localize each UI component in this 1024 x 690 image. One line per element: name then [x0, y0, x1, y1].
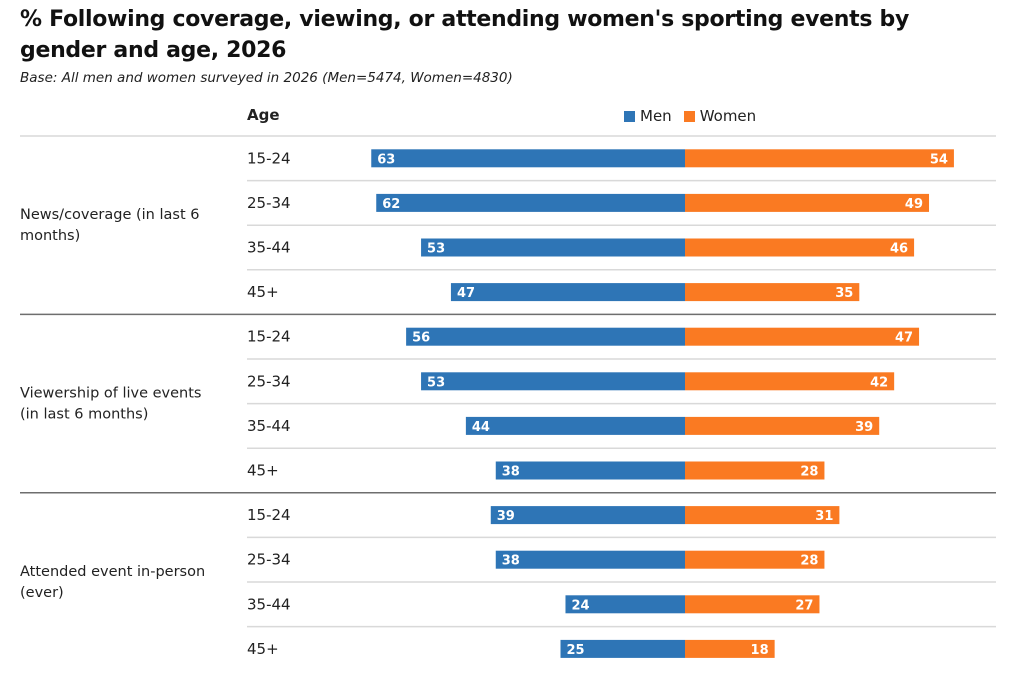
bar-women	[685, 327, 920, 346]
bar-men	[465, 416, 685, 435]
data-label-women: 46	[890, 242, 908, 257]
age-tick-label: 15-24	[247, 149, 291, 167]
age-column-header: Age	[247, 106, 280, 124]
bar-women	[685, 416, 880, 435]
data-label-women: 31	[815, 509, 833, 524]
legend: Men Women	[624, 107, 768, 125]
bar-women	[685, 639, 775, 658]
age-tick-label: 25-34	[247, 551, 291, 569]
chart-subtitle: Base: All men and women surveyed in 2026…	[20, 70, 513, 86]
bar-men	[421, 238, 685, 257]
bar-women	[685, 506, 840, 525]
bar-men	[406, 327, 685, 346]
data-label-women: 54	[930, 152, 948, 167]
data-label-men: 38	[502, 554, 520, 569]
age-tick-label: 15-24	[247, 506, 291, 524]
group-label-line: (in last 6 months)	[20, 407, 148, 423]
data-label-women: 47	[895, 331, 913, 346]
legend-swatch-men	[624, 110, 635, 122]
age-tick-label: 45+	[247, 640, 279, 658]
data-label-men: 44	[472, 420, 490, 435]
group-label-line: months)	[20, 228, 80, 244]
group-label-line: Viewership of live events	[20, 386, 201, 402]
chart-title: % Following coverage, viewing, or attend…	[20, 7, 909, 63]
bar-women	[685, 193, 930, 212]
group-label: News/coverage (in last 6 months)	[20, 207, 199, 244]
data-label-men: 63	[377, 152, 395, 167]
bar-men	[376, 193, 685, 212]
age-tick-label: 45+	[247, 462, 279, 480]
data-label-men: 39	[497, 509, 515, 524]
group-label-line: Attended event in-person	[20, 564, 205, 580]
bar-men	[560, 639, 685, 658]
bar-men	[371, 149, 685, 168]
data-label-men: 53	[427, 375, 445, 390]
data-label-men: 62	[382, 197, 400, 212]
bar-women	[685, 550, 825, 569]
age-tick-label: 15-24	[247, 328, 291, 346]
data-label-men: 25	[567, 643, 585, 658]
data-label-men: 53	[427, 242, 445, 257]
bar-women	[685, 283, 860, 302]
data-label-women: 28	[800, 465, 818, 480]
bar-women	[685, 149, 954, 168]
legend-swatch-women	[683, 110, 695, 122]
data-label-men: 38	[502, 465, 520, 480]
data-label-women: 35	[835, 286, 853, 301]
legend-label-women: Women	[699, 107, 757, 125]
group-label-line: (ever)	[20, 585, 64, 601]
age-tick-label: 35-44	[247, 417, 291, 435]
bar-men	[450, 283, 685, 302]
data-label-women: 27	[795, 598, 813, 613]
age-tick-label: 45+	[247, 283, 279, 301]
bar-women	[685, 372, 895, 391]
bar-men	[565, 595, 685, 614]
bar-women	[685, 461, 825, 480]
data-label-men: 47	[457, 286, 475, 301]
data-label-men: 56	[412, 331, 430, 346]
bar-men	[490, 506, 685, 525]
group-label: Attended event in-person (ever)	[20, 564, 205, 601]
legend-item-men: Men	[624, 107, 672, 125]
data-label-women: 18	[751, 643, 769, 658]
group-label-line: News/coverage (in last 6	[20, 207, 199, 223]
data-label-women: 28	[800, 554, 818, 569]
legend-item-women: Women	[683, 107, 757, 125]
bar-women	[685, 238, 915, 257]
bar-women	[685, 595, 820, 614]
bar-men	[421, 372, 685, 391]
bar-men	[495, 461, 685, 480]
group-label: Viewership of live events (in last 6 mont…	[20, 386, 201, 423]
data-label-women: 49	[905, 197, 923, 212]
age-tick-label: 35-44	[247, 595, 291, 613]
age-tick-label: 25-34	[247, 372, 291, 390]
legend-label-men: Men	[640, 107, 672, 125]
data-label-men: 24	[571, 598, 589, 613]
data-label-women: 42	[870, 375, 888, 390]
age-tick-label: 25-34	[247, 194, 291, 212]
data-label-women: 39	[855, 420, 873, 435]
age-tick-label: 35-44	[247, 239, 291, 257]
bar-men	[495, 550, 685, 569]
